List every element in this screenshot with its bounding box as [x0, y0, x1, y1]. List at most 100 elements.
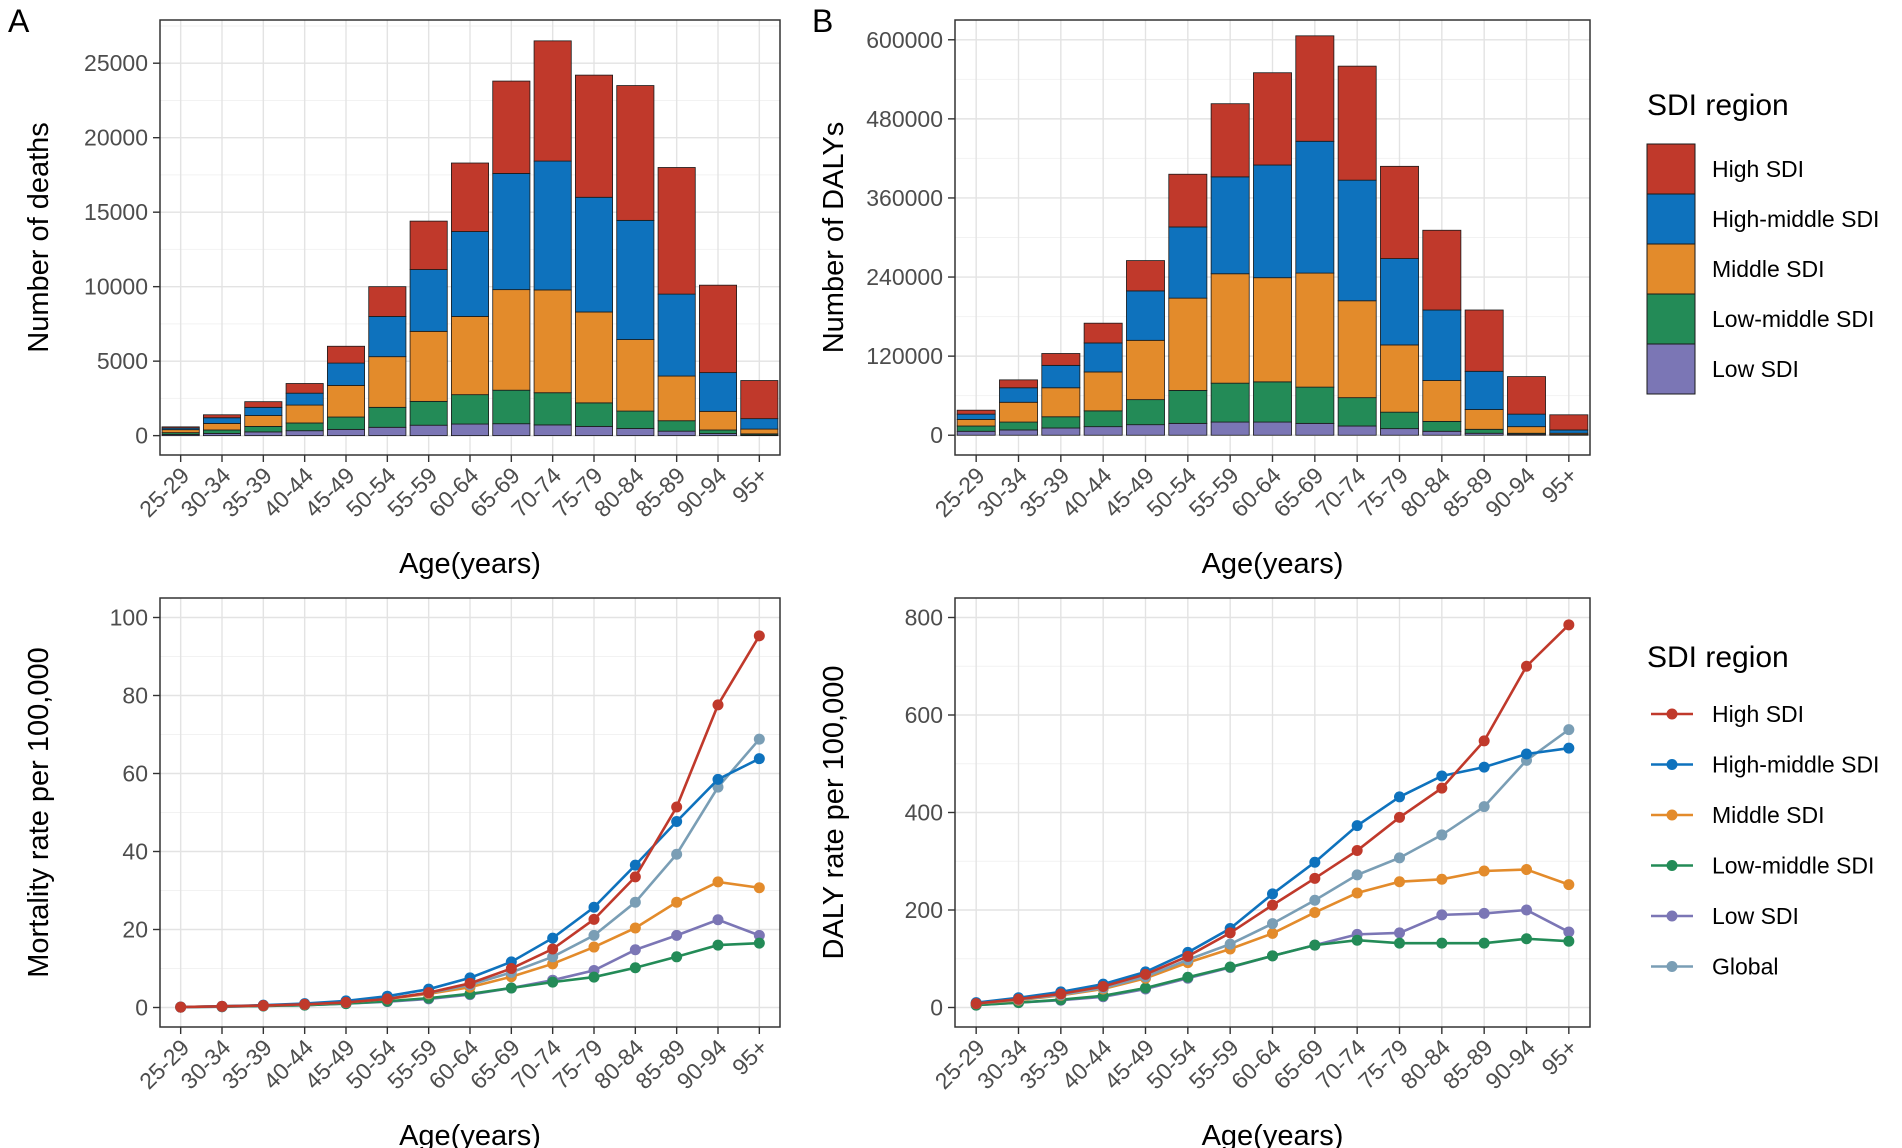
- bar-segment: [1083, 410, 1123, 428]
- bar-segment: [956, 409, 996, 415]
- data-point: [1563, 724, 1575, 736]
- data-point: [712, 914, 724, 926]
- bar-segment: [1126, 399, 1165, 426]
- bar-segment: [409, 424, 448, 437]
- data-point: [671, 848, 683, 860]
- legend-point-key: [1666, 910, 1678, 922]
- bar-segment: [1422, 420, 1462, 432]
- bar-segment: [368, 426, 407, 437]
- data-point: [1351, 869, 1363, 881]
- data-point: [753, 733, 765, 745]
- data-point: [1394, 852, 1405, 864]
- data-point: [381, 993, 393, 1005]
- bar-segment: [492, 389, 531, 425]
- bar-segment: [1083, 322, 1123, 344]
- y-tick-label: 25000: [84, 50, 148, 76]
- data-point: [547, 943, 559, 955]
- bar-segment: [1380, 344, 1419, 413]
- data-point: [299, 998, 311, 1010]
- data-point: [1478, 801, 1490, 813]
- bar-segment: [1210, 382, 1250, 423]
- panel-daly-rate-line-chart: 020040060080025-2930-3435-3940-4445-4950…: [818, 597, 1591, 1148]
- data-point: [216, 1000, 228, 1012]
- data-point: [588, 971, 600, 983]
- x-tick-label: 90-94: [1480, 462, 1540, 522]
- data-point: [1351, 934, 1363, 946]
- bar-segment: [450, 231, 489, 317]
- bar-segment: [1422, 430, 1462, 436]
- bar-segment: [999, 429, 1038, 436]
- bar-segment: [1168, 173, 1208, 228]
- y-tick-label: 20000: [84, 125, 148, 151]
- bar-segment: [1549, 429, 1589, 434]
- y-tick-label: 120000: [866, 343, 943, 369]
- y-tick-label: 20: [122, 917, 148, 943]
- bar-segment: [202, 417, 241, 424]
- data-point: [547, 951, 559, 963]
- bar-segment: [450, 316, 489, 396]
- bar-segment: [999, 401, 1038, 423]
- y-tick-label: 200: [905, 897, 943, 923]
- legend-label: High SDI: [1712, 156, 1804, 182]
- x-axis-title: Age(years): [399, 1120, 541, 1148]
- legend-label: Low SDI: [1712, 356, 1799, 382]
- bar-segment: [1549, 414, 1589, 431]
- data-point: [671, 896, 683, 908]
- bar-segment: [244, 406, 283, 416]
- x-tick-label: 95+: [727, 1034, 773, 1080]
- data-point: [712, 939, 724, 951]
- data-point: [629, 896, 641, 908]
- data-point: [1436, 770, 1448, 782]
- y-tick-label: 0: [135, 995, 148, 1021]
- data-point: [1267, 888, 1278, 900]
- bar-segment: [368, 406, 407, 428]
- bar-segment: [492, 80, 531, 174]
- x-tick-label: 95+: [1536, 1034, 1582, 1080]
- legend-line-charts: SDI region High SDI High-middle SDI Middle …: [1647, 641, 1879, 980]
- y-tick-label: 0: [930, 995, 943, 1021]
- bar-segment: [1337, 179, 1377, 302]
- bar-segment: [1041, 364, 1081, 389]
- bar-segment: [657, 167, 696, 295]
- legend-swatch: [1646, 143, 1696, 195]
- y-axis-title: Mortality rate per 100,000: [23, 647, 55, 977]
- legend-swatch: [1646, 243, 1696, 295]
- data-point: [1521, 660, 1532, 672]
- bar-segment: [326, 385, 365, 418]
- y-tick-label: 600000: [866, 27, 943, 53]
- data-point: [1055, 988, 1067, 1000]
- bar-segment: [1041, 416, 1081, 429]
- x-tick-label: 90-94: [1480, 1034, 1540, 1094]
- y-axis-title: Number of DALYs: [818, 122, 850, 354]
- data-point: [340, 996, 352, 1008]
- bar-segment: [161, 426, 200, 429]
- data-point: [629, 944, 641, 956]
- bar-segment: [492, 423, 531, 437]
- data-point: [588, 929, 600, 941]
- data-point: [970, 998, 982, 1010]
- y-axis-title: DALY rate per 100,000: [818, 666, 850, 960]
- bar-segment: [202, 414, 241, 419]
- y-tick-label: 600: [905, 702, 943, 728]
- data-point: [1478, 865, 1490, 877]
- bar-segment: [1422, 309, 1462, 381]
- bar-segment: [1380, 428, 1419, 436]
- data-point: [629, 962, 641, 974]
- bar-segment: [1210, 176, 1250, 275]
- legend-swatch: [1646, 193, 1696, 245]
- bar-segment: [492, 173, 531, 291]
- legend-point-key: [1666, 961, 1678, 972]
- bar-segment: [202, 423, 241, 431]
- bar-segment: [244, 401, 283, 408]
- bar-segment: [1422, 380, 1462, 422]
- x-axis-title: Age(years): [1202, 548, 1344, 580]
- data-point: [1267, 899, 1278, 911]
- data-point: [1521, 864, 1532, 876]
- bar-segment: [1210, 421, 1250, 436]
- legend-label: Low-middle SDI: [1712, 306, 1874, 332]
- legend-point-key: [1666, 809, 1678, 821]
- y-tick-label: 240000: [866, 264, 943, 290]
- data-point: [1563, 742, 1575, 754]
- y-tick-label: 10000: [84, 274, 148, 300]
- bar-segment: [1168, 226, 1208, 299]
